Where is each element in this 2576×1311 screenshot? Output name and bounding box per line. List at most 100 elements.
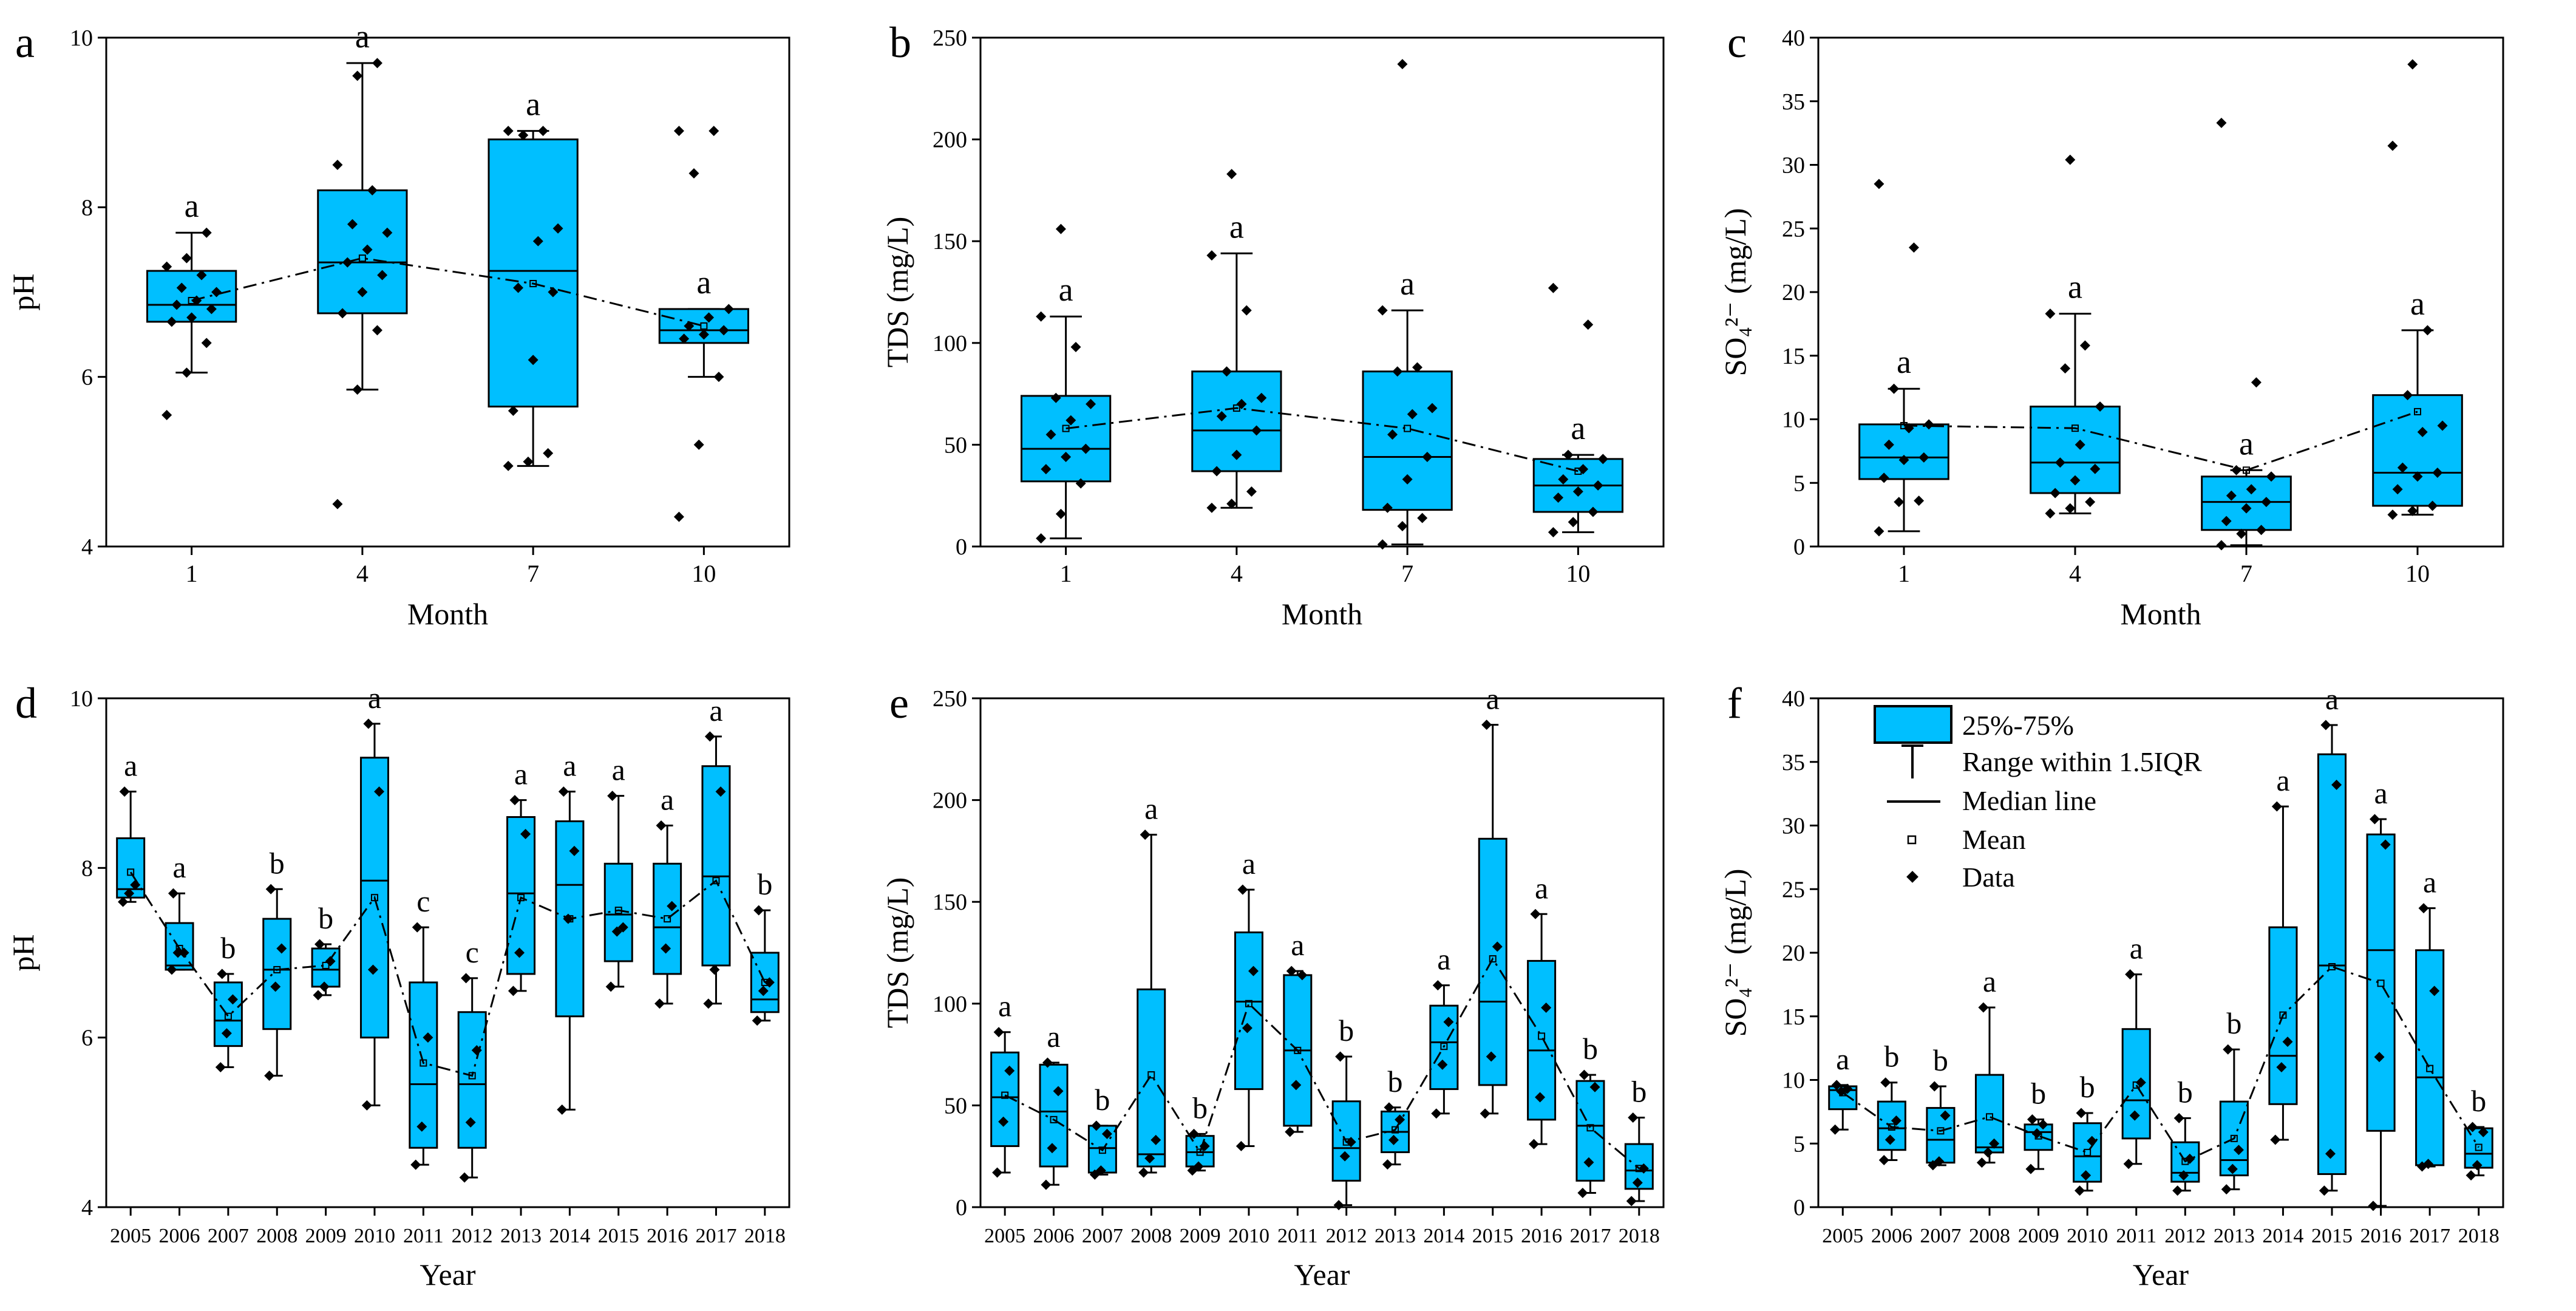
significance-letter: b <box>270 846 285 880</box>
panel-letter: f <box>1727 679 1742 727</box>
significance-letter: a <box>2239 425 2254 461</box>
x-tick-label: 2015 <box>2311 1225 2353 1247</box>
box-2009: b <box>1185 1091 1215 1176</box>
panel-letter: c <box>1727 18 1747 67</box>
data-point <box>168 888 178 899</box>
y-tick-label: 100 <box>933 992 967 1017</box>
data-point <box>1042 1057 1053 1068</box>
data-point <box>1443 1016 1454 1027</box>
significance-letter: a <box>709 693 722 727</box>
y-tick-label: 50 <box>944 432 967 458</box>
box-2016: a <box>653 783 682 1009</box>
significance-letter: a <box>1486 682 1500 716</box>
data-point <box>2233 1145 2244 1156</box>
data-point <box>1377 305 1388 316</box>
data-point <box>2387 509 2398 520</box>
data-point <box>2027 1114 2037 1125</box>
box-10: a <box>1532 282 1623 538</box>
iqr-box <box>1185 1135 1215 1168</box>
y-tick-label: 0 <box>1793 1195 1805 1221</box>
data-point <box>1397 520 1408 531</box>
data-point <box>1578 464 1589 475</box>
mean-marker <box>2426 1064 2434 1072</box>
significance-letter: a <box>1400 265 1415 302</box>
data-point <box>1189 1128 1200 1139</box>
data-point <box>2076 1108 2087 1119</box>
mean-marker <box>1245 999 1252 1007</box>
mean-marker <box>2475 1143 2483 1151</box>
box-2006: a <box>1039 1020 1069 1190</box>
data-point <box>1553 492 1564 503</box>
data-point <box>2075 1185 2085 1196</box>
box-2016: a <box>2366 776 2396 1211</box>
x-tick-label: 2011 <box>1277 1225 1318 1247</box>
x-tick-label: 4 <box>1231 560 1243 587</box>
box-1: a <box>146 188 237 421</box>
data-point <box>1138 1167 1149 1178</box>
y-axis-label: SO₄²⁻ (mg/L) <box>1718 869 1752 1037</box>
significance-letter: a <box>661 783 674 817</box>
significance-letter: a <box>998 989 1011 1023</box>
y-tick-label: 5 <box>1793 471 1805 496</box>
data-point <box>372 325 382 336</box>
x-tick-label: 2012 <box>452 1225 493 1247</box>
iqr-box <box>2024 1123 2053 1151</box>
data-point <box>1053 1086 1064 1097</box>
mean-trend-line <box>1903 410 2418 471</box>
data-point <box>374 786 385 797</box>
box-2008: a <box>1137 792 1166 1178</box>
data-point <box>217 969 228 979</box>
data-point <box>693 439 704 450</box>
significance-letter: c <box>416 884 430 918</box>
mean-marker <box>2328 963 2336 971</box>
data-point <box>673 126 684 137</box>
x-tick-label: 2009 <box>1180 1225 1221 1247</box>
iqr-box <box>1021 395 1112 483</box>
data-point <box>1286 965 1297 976</box>
y-tick-label: 35 <box>1782 750 1805 775</box>
y-tick-label: 150 <box>933 229 967 254</box>
data-point <box>1884 1134 1895 1145</box>
significance-letter: a <box>2374 776 2387 810</box>
data-point <box>704 731 715 742</box>
data-point <box>1236 398 1247 409</box>
box-4: a <box>2030 154 2121 519</box>
data-point <box>520 828 531 839</box>
data-point <box>1297 970 1308 981</box>
significance-letter: b <box>2471 1084 2486 1118</box>
data-point <box>1070 342 1081 352</box>
box-2009: b <box>2024 1076 2053 1174</box>
box-2013: b <box>1381 1064 1410 1170</box>
box-1: a <box>1858 179 1949 537</box>
box-2008: b <box>262 846 292 1081</box>
data-point <box>1382 502 1393 513</box>
significance-letter: a <box>1047 1020 1060 1054</box>
data-point <box>1231 449 1242 460</box>
data-point <box>698 329 709 340</box>
data-point <box>715 786 726 797</box>
data-point <box>654 998 665 1009</box>
iqr-box <box>2366 833 2396 1132</box>
data-point <box>1055 508 1066 519</box>
data-point <box>2467 1122 2478 1132</box>
box-2016: a <box>1527 871 1557 1149</box>
data-point <box>1335 1051 1346 1062</box>
data-point <box>758 986 769 996</box>
data-point <box>2418 903 2429 914</box>
data-point <box>611 926 622 937</box>
data-point <box>2261 497 2272 508</box>
iqr-box <box>311 947 341 988</box>
data-point <box>508 986 518 996</box>
significance-letter: a <box>1059 271 1073 308</box>
data-point <box>503 126 514 137</box>
iqr-box <box>488 138 579 408</box>
data-point <box>992 1167 1003 1178</box>
data-point <box>2325 1148 2336 1159</box>
iqr-box <box>409 981 438 1149</box>
data-point <box>2216 117 2227 128</box>
y-axis-label: SO₄²⁻ (mg/L) <box>1718 208 1752 376</box>
significance-letter: b <box>2178 1075 2193 1109</box>
data-point <box>1206 250 1217 261</box>
data-point <box>1095 1165 1106 1176</box>
iqr-box <box>1478 837 1507 1086</box>
